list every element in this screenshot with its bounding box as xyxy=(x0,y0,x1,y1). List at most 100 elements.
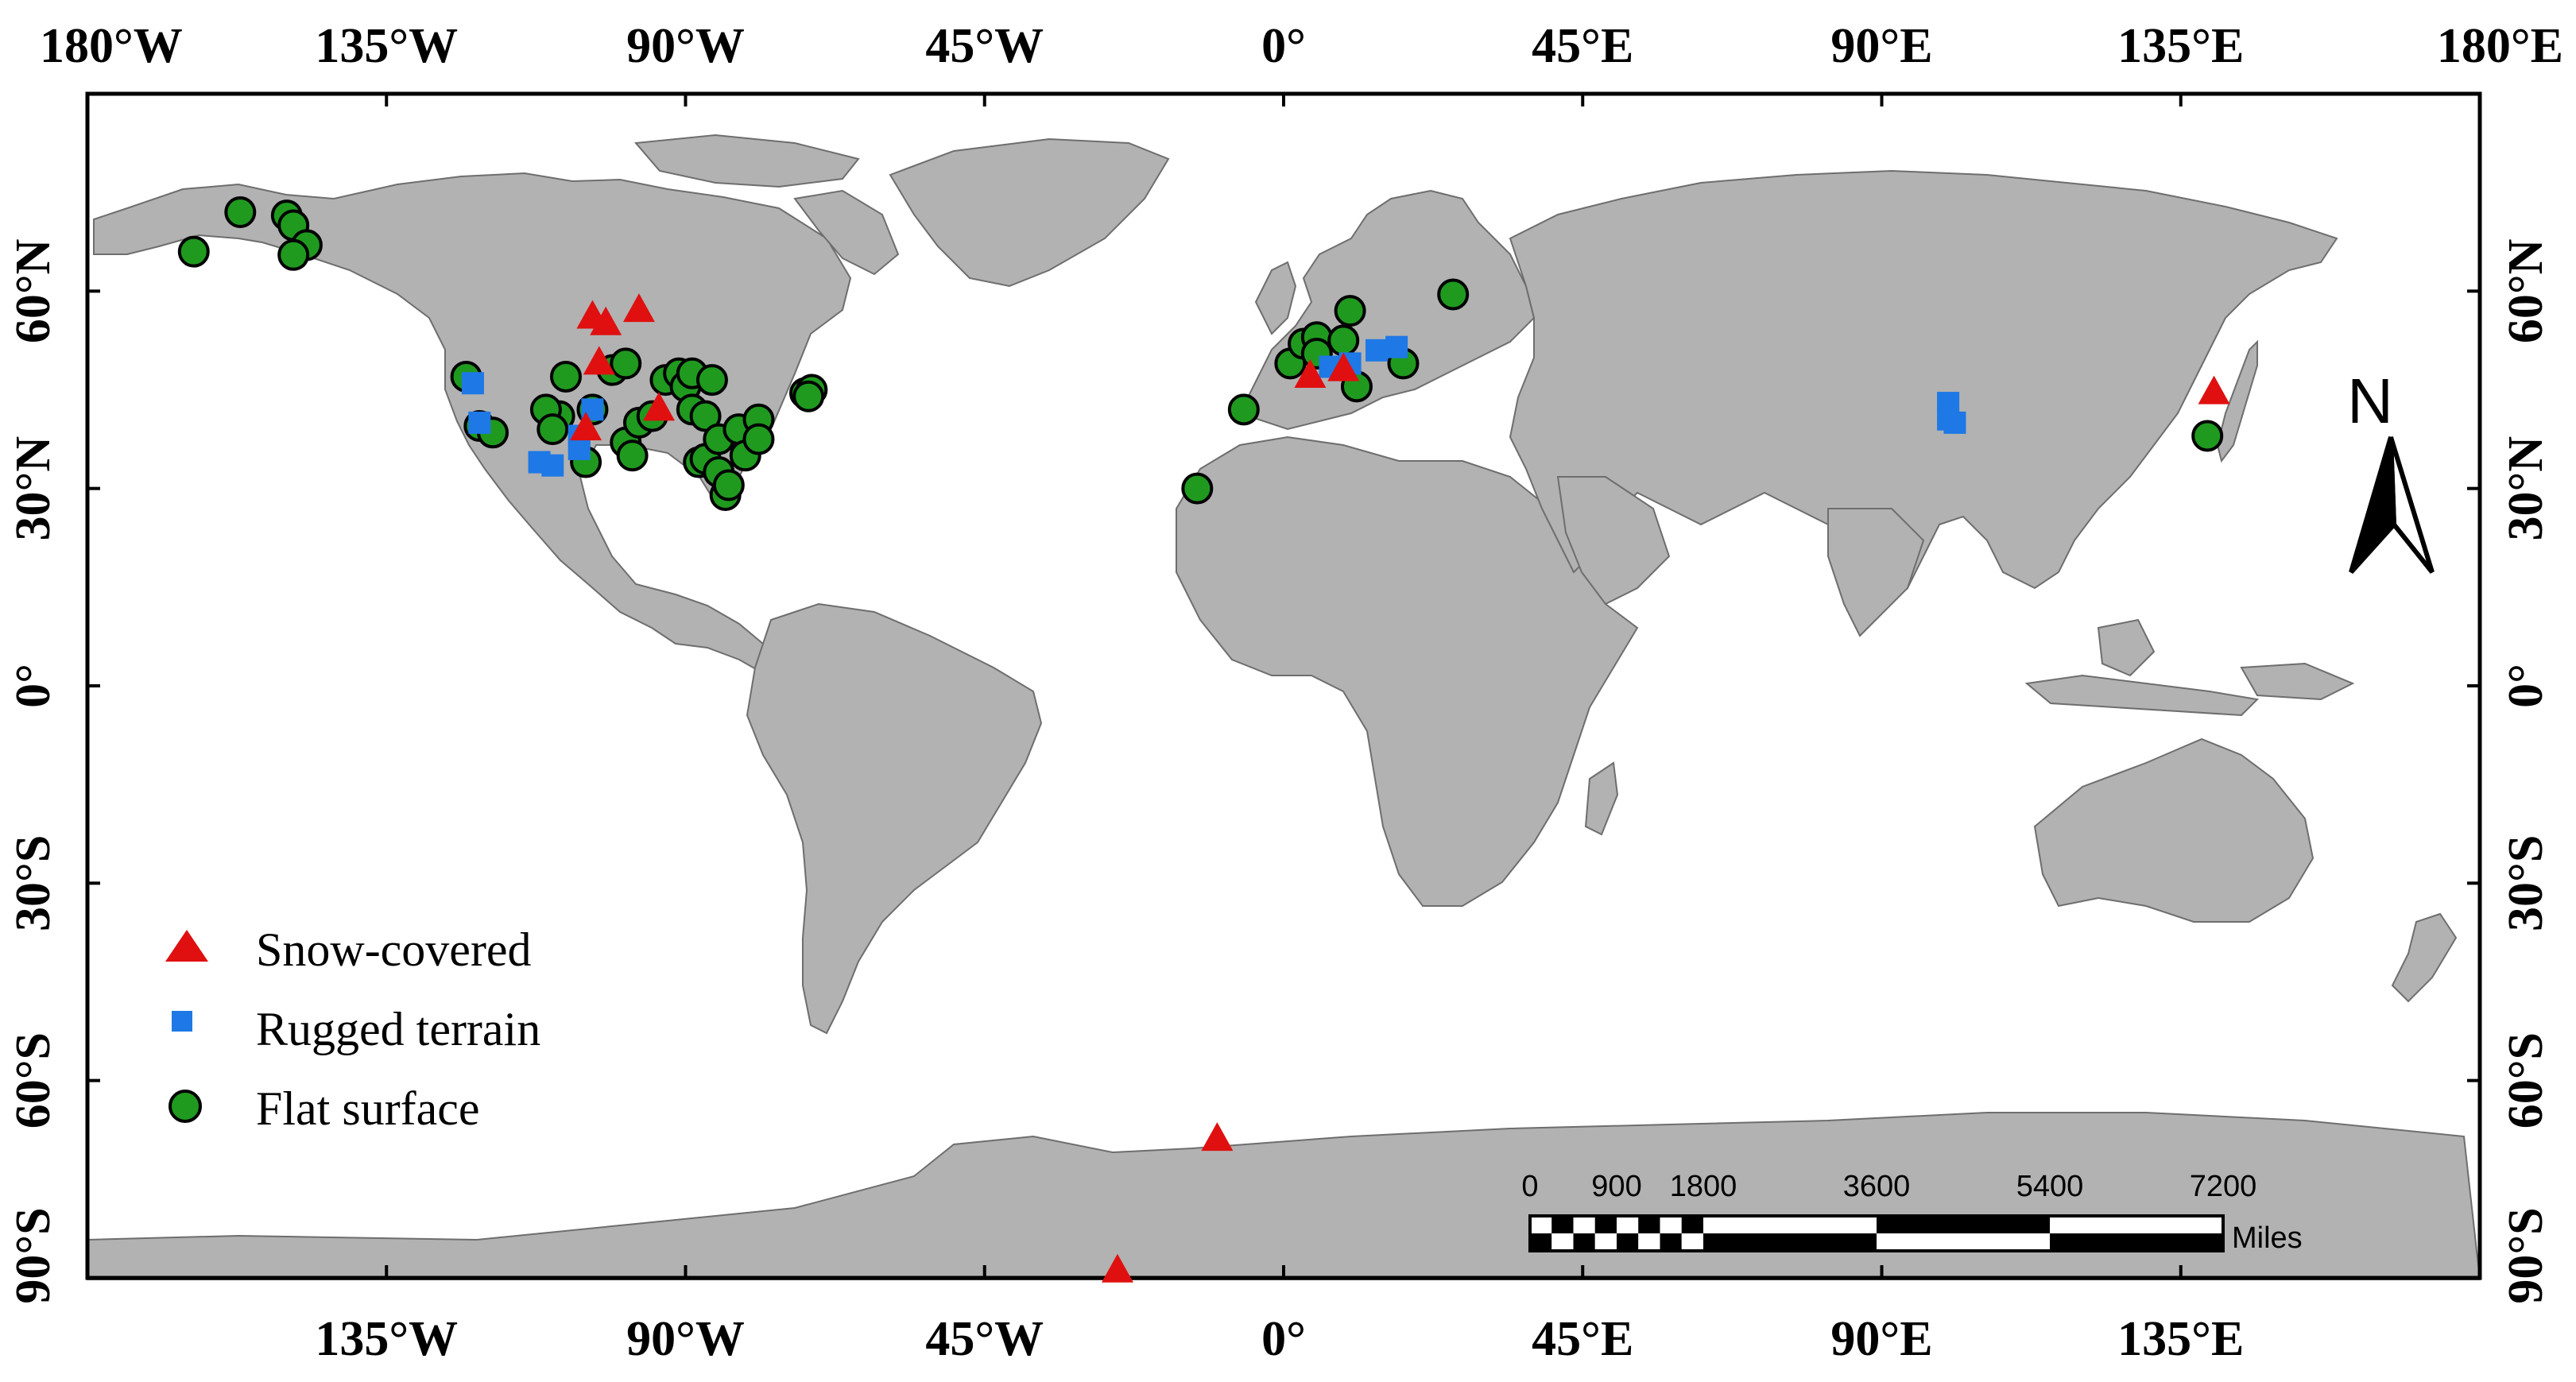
flat-surface-site xyxy=(689,400,722,432)
lon-label-top: 180°W xyxy=(40,19,183,73)
lat-label-left: 0° xyxy=(6,664,60,708)
lon-label-bottom: 135°W xyxy=(315,1312,458,1366)
rugged-terrain-site xyxy=(1385,335,1408,358)
new-guinea xyxy=(2240,662,2355,701)
scale-bar-segment xyxy=(1877,1233,2050,1251)
flat-surface-site xyxy=(277,238,310,271)
scale-bar-tick-label: 7200 xyxy=(2190,1170,2257,1203)
lat-label-left: 60°N xyxy=(6,239,60,344)
arabian-peninsula xyxy=(1556,476,1671,606)
north-arrow-icon xyxy=(2388,436,2435,574)
legend-rugged-label: Rugged terrain xyxy=(256,1003,540,1055)
legend-snow-label: Snow-covered xyxy=(256,923,532,976)
lon-label-top: 135°W xyxy=(315,19,458,73)
north-arrow-icon-dark xyxy=(2349,436,2397,575)
snow-covered-site xyxy=(1327,352,1360,381)
scale-bar-segment xyxy=(1638,1216,1660,1233)
greenland xyxy=(889,137,1170,288)
madagascar xyxy=(1584,761,1619,836)
lon-label-top: 90°E xyxy=(1830,19,1932,73)
flat-surface-site xyxy=(1334,295,1366,327)
lon-label-bottom: 90°W xyxy=(626,1312,745,1366)
lon-label-bottom: 135°E xyxy=(2117,1312,2244,1366)
land-masses xyxy=(87,134,2481,1280)
rugged-terrain-site xyxy=(461,372,484,395)
scale-bar-segment xyxy=(1681,1233,1703,1251)
snow-covered-site xyxy=(1201,1122,1234,1152)
indian-subcontinent xyxy=(1827,508,1925,637)
scale-bar-segment xyxy=(1703,1216,1877,1233)
flat-surface-site xyxy=(695,364,728,397)
lat-label-right: 60°N xyxy=(2499,239,2553,344)
scale-bar-segment xyxy=(2050,1216,2223,1233)
lon-label-bottom: 0° xyxy=(1261,1312,1306,1366)
flat-surface-site xyxy=(1227,393,1260,426)
lon-label-top: 0° xyxy=(1261,19,1306,73)
rugged-terrain-site xyxy=(1943,411,1966,434)
scale-bar-segment xyxy=(1573,1233,1595,1251)
lat-label-left: 60°S xyxy=(6,1032,60,1128)
flat-surface-site xyxy=(177,235,210,268)
lon-label-top: 45°E xyxy=(1532,19,1633,73)
flat-surface-site xyxy=(712,469,745,501)
legend-snow-marker xyxy=(165,930,208,962)
antarctica xyxy=(87,1112,2481,1280)
rugged-terrain-site xyxy=(468,411,491,434)
scale-bar-labels: 0 900 1800 3600 5400 7200 xyxy=(1521,1170,2256,1203)
snow-covered-site xyxy=(2198,375,2230,405)
legend-flat-marker xyxy=(169,1090,202,1123)
scale-bar-segment xyxy=(1530,1233,1552,1251)
australia xyxy=(2033,737,2315,923)
snow-covered-site xyxy=(1294,358,1327,388)
north-arrow-label: N xyxy=(2347,366,2393,436)
scale-bar-segment xyxy=(1551,1216,1574,1233)
lat-label-right: 30°S xyxy=(2499,835,2553,931)
flat-surface-site xyxy=(610,347,642,380)
scale-bar-tick-label: 3600 xyxy=(1843,1170,1911,1203)
lon-label-top: 180°E xyxy=(2437,19,2563,73)
scale-bar-segment xyxy=(1617,1233,1639,1251)
scale-bar-segment xyxy=(1703,1233,1877,1251)
lat-label-left: 90°S xyxy=(6,1207,60,1303)
scale-bar: 0 900 1800 3600 5400 7200 Miles xyxy=(1521,1170,2302,1255)
snow-covered-site xyxy=(643,392,676,421)
lon-label-bottom: 45°E xyxy=(1532,1312,1633,1366)
new-zealand xyxy=(2391,912,2458,1003)
lon-label-top: 45°W xyxy=(925,19,1044,73)
scale-bar-segment xyxy=(1877,1216,2050,1233)
flat-surface-site xyxy=(550,360,582,393)
africa xyxy=(1176,436,1639,907)
scale-bar-segment xyxy=(1530,1216,1552,1233)
scale-bar-segment xyxy=(1573,1216,1595,1233)
flat-surface-site xyxy=(1181,472,1214,505)
japan xyxy=(2216,339,2258,463)
asia xyxy=(1509,169,2338,590)
snow-covered-site xyxy=(590,306,622,335)
scale-bar-segment xyxy=(1638,1233,1660,1251)
lon-label-bottom: 90°E xyxy=(1830,1312,1932,1366)
lon-label-bottom: 45°W xyxy=(925,1312,1044,1366)
snow-covered-site xyxy=(570,412,602,441)
graticule-ticks: 180°W 135°W 135°W 90°W 90°W 45°W 45°W 0° 0° 45°E 4… xyxy=(6,19,2563,1366)
flat-surface-site xyxy=(2191,420,2224,452)
scale-bar-segment xyxy=(1681,1216,1703,1233)
baffin-island xyxy=(793,189,900,276)
scale-bar-unit: Miles xyxy=(2232,1221,2303,1255)
flat-surface-site xyxy=(616,439,649,472)
arctic-islands xyxy=(633,134,860,188)
scale-bar-segment xyxy=(1660,1216,1682,1233)
scale-bar-segment xyxy=(1617,1216,1639,1233)
sample-sites xyxy=(177,196,2230,1283)
lat-label-right: 30°N xyxy=(2499,436,2553,541)
rugged-terrain-site xyxy=(541,454,564,477)
south-america xyxy=(746,602,1043,1035)
indonesia xyxy=(2024,674,2260,717)
snow-covered-site xyxy=(583,346,615,375)
north-arrow: N xyxy=(2347,366,2435,575)
legend-rugged-marker xyxy=(172,1011,192,1032)
scale-bar-tick-label: 5400 xyxy=(2016,1170,2084,1203)
scale-bar-tick-label: 1800 xyxy=(1670,1170,1737,1203)
flat-surface-site xyxy=(792,380,825,412)
lat-label-left: 30°S xyxy=(6,835,60,931)
